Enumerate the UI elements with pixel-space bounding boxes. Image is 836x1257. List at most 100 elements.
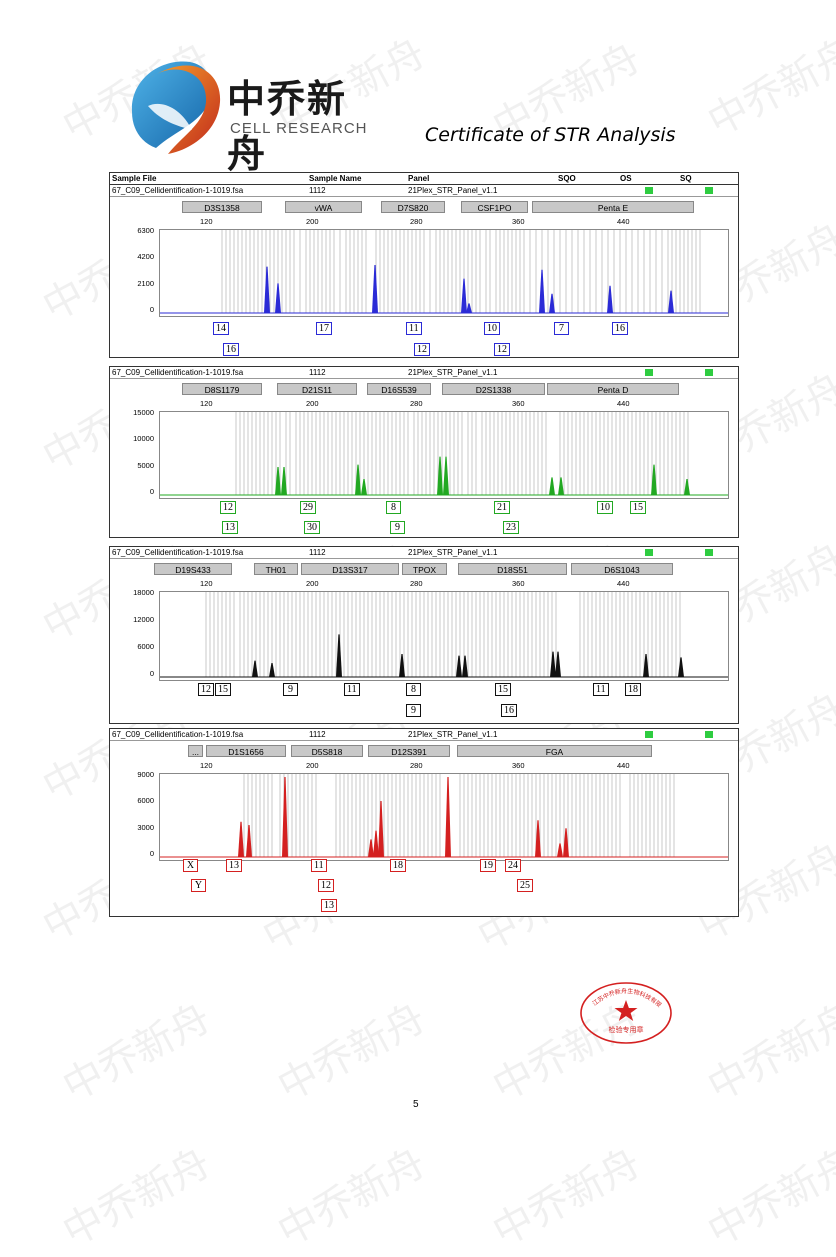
sample-panel: 21Plex_STR_Panel_v1.1	[408, 548, 498, 557]
allele-call-label[interactable]: 16	[501, 704, 517, 717]
allele-peak	[539, 269, 545, 313]
quality-status-icon	[645, 187, 653, 194]
allele-call-label[interactable]: 9	[406, 704, 421, 717]
quality-status-icon	[705, 731, 713, 738]
locus-label[interactable]: D1S1656	[206, 745, 286, 757]
allele-call-label[interactable]: 16	[612, 322, 628, 335]
allele-call-label[interactable]: 25	[517, 879, 533, 892]
y-tick-label: 6300	[137, 226, 154, 235]
allele-peak	[462, 655, 468, 677]
brand-name-chinese: 中乔新舟	[227, 77, 348, 176]
allele-call-label[interactable]: 18	[625, 683, 641, 696]
allele-peak	[372, 265, 378, 313]
allele-call-label[interactable]: 24	[505, 859, 521, 872]
allele-peak	[558, 477, 564, 495]
watermark-text: 中乔新舟	[270, 1139, 434, 1256]
locus-label[interactable]: FGA	[457, 745, 652, 757]
allele-call-label[interactable]: 15	[215, 683, 231, 696]
sample-panel: 21Plex_STR_Panel_v1.1	[408, 186, 498, 195]
locus-label[interactable]: Penta D	[547, 383, 679, 395]
electropherogram-plot	[159, 229, 729, 317]
x-tick-label: 360	[512, 399, 525, 408]
allele-call-label[interactable]: 30	[304, 521, 320, 534]
column-header-os: OS	[620, 174, 632, 183]
allele-call-label[interactable]: 8	[386, 501, 401, 514]
allele-peak	[668, 290, 674, 313]
electropherogram-plot	[159, 591, 729, 681]
allele-call-label[interactable]: 7	[554, 322, 569, 335]
allele-call-label[interactable]: 15	[630, 501, 646, 514]
locus-label[interactable]: D8S1179	[182, 383, 262, 395]
sample-sample-file: 67_C09_Cellidentification-1-1019.fsa	[112, 730, 244, 739]
sample-sample-file: 67_C09_Cellidentification-1-1019.fsa	[112, 368, 244, 377]
allele-call-label[interactable]: Y	[191, 879, 206, 892]
allele-call-label[interactable]: 11	[593, 683, 609, 696]
locus-label[interactable]: D19S433	[154, 563, 232, 575]
locus-label[interactable]: D21S11	[277, 383, 357, 395]
allele-peak	[437, 456, 443, 495]
allele-call-label[interactable]: 11	[406, 322, 422, 335]
x-tick-label: 440	[617, 761, 630, 770]
allele-call-label[interactable]: 12	[318, 879, 334, 892]
allele-peak	[456, 655, 462, 677]
quality-status-icon	[705, 549, 713, 556]
allele-call-label[interactable]: 29	[300, 501, 316, 514]
allele-call-label[interactable]: 13	[226, 859, 242, 872]
allele-call-label[interactable]: 10	[484, 322, 500, 335]
locus-label[interactable]: ...	[188, 745, 203, 757]
allele-call-label[interactable]: 19	[480, 859, 496, 872]
allele-call-label[interactable]: 9	[283, 683, 298, 696]
locus-label[interactable]: D18S51	[458, 563, 567, 575]
allele-call-label[interactable]: 17	[316, 322, 332, 335]
locus-label[interactable]: CSF1PO	[461, 201, 528, 213]
y-tick-label: 6000	[137, 641, 154, 651]
locus-label[interactable]: D13S317	[301, 563, 399, 575]
allele-call-label[interactable]: 15	[495, 683, 511, 696]
locus-label[interactable]: D6S1043	[571, 563, 673, 575]
locus-label[interactable]: Penta E	[532, 201, 694, 213]
allele-call-label[interactable]: 12	[198, 683, 214, 696]
allele-peak	[445, 777, 451, 857]
page-number: 5	[413, 1099, 419, 1110]
str-panel-1: Sample File Sample Name Panel SQO OS SQ 67_C09…	[109, 172, 739, 358]
allele-call-label[interactable]: 21	[494, 501, 510, 514]
locus-label[interactable]: D5S818	[291, 745, 363, 757]
allele-call-label[interactable]: 13	[222, 521, 238, 534]
allele-call-label[interactable]: 12	[494, 343, 510, 356]
allele-call-label[interactable]: 11	[344, 683, 360, 696]
allele-call-label[interactable]: 23	[503, 521, 519, 534]
sample-info-row: 67_C09_Cellidentification-1-1019.fsa 1112…	[110, 185, 738, 197]
locus-label[interactable]: D12S391	[368, 745, 450, 757]
x-tick-label: 120	[200, 761, 213, 770]
allele-call-label[interactable]: 13	[321, 899, 337, 912]
y-tick-label: 10000	[133, 434, 154, 444]
column-header-panel: Panel	[408, 174, 430, 183]
allele-call-label[interactable]: 8	[406, 683, 421, 696]
allele-peak	[264, 266, 270, 313]
x-tick-label: 120	[200, 217, 213, 226]
locus-label[interactable]: D7S820	[381, 201, 445, 213]
allele-call-label[interactable]: 18	[390, 859, 406, 872]
allele-call-label[interactable]: 12	[414, 343, 430, 356]
x-tick-label: 440	[617, 217, 630, 226]
allele-peak	[549, 293, 555, 313]
locus-label[interactable]: D3S1358	[182, 201, 262, 213]
locus-label[interactable]: D16S539	[367, 383, 431, 395]
y-tick-label: 2100	[137, 278, 154, 288]
allele-call-label[interactable]: X	[183, 859, 198, 872]
allele-call-label[interactable]: 16	[223, 343, 239, 356]
allele-call-label[interactable]: 9	[390, 521, 405, 534]
locus-label[interactable]: TPOX	[402, 563, 447, 575]
locus-label[interactable]: vWA	[285, 201, 362, 213]
allele-call-label[interactable]: 14	[213, 322, 229, 335]
allele-call-label[interactable]: 12	[220, 501, 236, 514]
sample-sample-name: 1112	[309, 730, 326, 739]
allele-call-label[interactable]: 10	[597, 501, 613, 514]
allele-call-label[interactable]: 11	[311, 859, 327, 872]
x-tick-label: 120	[200, 579, 213, 588]
allele-peak	[535, 820, 541, 857]
locus-label[interactable]: TH01	[254, 563, 298, 575]
locus-label[interactable]: D2S1338	[442, 383, 545, 395]
allele-peak	[684, 479, 690, 495]
allele-peak	[643, 654, 649, 677]
